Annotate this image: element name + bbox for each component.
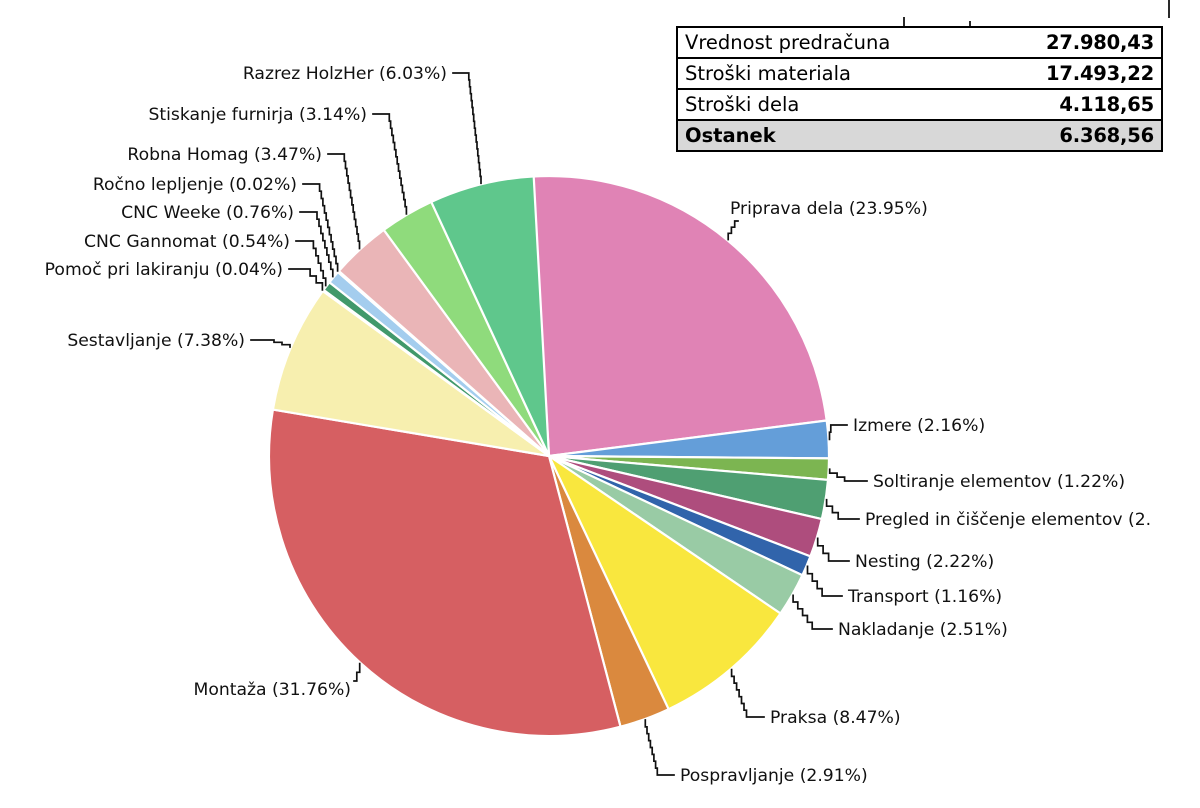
slice-label-nakladanje: Nakladanje (2.51%) (838, 620, 1008, 640)
slice-label-razrez-holzher-6-03: Razrez HolzHer (6.03%) (243, 64, 447, 84)
table-row: Ostanek 6.368,56 (678, 119, 1161, 150)
callout-line-pregled-in-i-enje-elementov (825, 498, 860, 520)
slice-label-pospravljanje: Pospravljanje (2.91%) (680, 766, 868, 786)
slice-label-praksa: Praksa (8.47%) (770, 708, 901, 728)
table-row-value: 17.493,22 (1046, 62, 1154, 85)
slice-label-pregled-in-i-enje-elementov: Pregled in čiščenje elementov (2. (865, 510, 1151, 530)
summary-table: Vrednost predračuna 27.980,43 Stroški mate… (676, 26, 1163, 152)
slice-label-cnc-weeke: CNC Weeke (0.76%) (121, 203, 294, 223)
table-row-label: Vrednost predračuna (685, 31, 891, 54)
slice-label-transport: Transport (1.16%) (847, 587, 1002, 607)
table-row-value: 6.368,56 (1059, 124, 1154, 147)
callout-line-izmere (828, 424, 848, 441)
table-row: Stroški dela 4.118,65 (678, 88, 1161, 119)
callout-line-razrez-holzher-6-03 (452, 72, 482, 185)
callout-line-robna-homag (327, 153, 361, 250)
table-row-label: Ostanek (685, 124, 776, 147)
clipped-row-divider-tick (903, 17, 905, 26)
slice-label-soltiranje-elementov: Soltiranje elementov (1.22%) (873, 472, 1125, 492)
slice-label-stiskanje-furnirja: Stiskanje furnirja (3.14%) (149, 105, 368, 125)
pie-slice-razrez-holzher-6-03 (430, 175, 551, 458)
slice-label-izmere: Izmere (2.16%) (853, 416, 985, 436)
callout-line-praksa (730, 668, 765, 718)
slice-label-sestavljanje: Sestavljanje (7.38%) (67, 331, 245, 351)
table-row-label: Stroški dela (685, 93, 800, 116)
table-row: Vrednost predračuna 27.980,43 (678, 28, 1161, 57)
slice-label-monta-a: Montaža (31.76%) (194, 680, 351, 700)
callout-line-soltiranje-elementov (828, 468, 868, 482)
slice-label-nesting: Nesting (2.22%) (855, 552, 994, 572)
clipped-row-divider-tick (969, 21, 971, 26)
table-row-value: 4.118,65 (1059, 93, 1154, 116)
slice-label-cnc-gannomat: CNC Gannomat (0.54%) (84, 232, 290, 252)
callout-line-cnc-gannomat (295, 240, 327, 287)
callout-line-transport (806, 565, 843, 597)
callout-line-monta-a (353, 662, 361, 682)
slice-label-robna-homag: Robna Homag (3.47%) (127, 145, 322, 165)
table-row-value: 27.980,43 (1046, 31, 1154, 54)
callout-line-stiskanje-furnirja (372, 113, 408, 215)
callout-line-cnc-weeke (299, 211, 334, 278)
callout-line-ro-no-lepljenje (302, 183, 339, 272)
callout-line-priprava-dela (727, 220, 739, 241)
table-row: Stroški materiala 17.493,22 (678, 57, 1161, 88)
slice-label-ro-no-lepljenje: Ročno lepljenje (0.02%) (93, 175, 297, 195)
callout-line-pospravljanje (644, 719, 675, 776)
slice-label-pomo-pri-lakiranju: Pomoč pri lakiranju (0.04%) (45, 260, 283, 280)
slice-label-priprava-dela: Priprava dela (23.95%) (730, 199, 928, 219)
callout-line-nakladanje (792, 594, 833, 630)
callout-line-nesting (816, 537, 850, 562)
table-row-label: Stroški materiala (685, 62, 851, 85)
callout-line-pomo-pri-lakiranju (288, 268, 324, 291)
callout-line-sestavljanje (250, 339, 291, 348)
pie-slice-sestavljanje (271, 289, 551, 458)
clipped-row-border-tick (1168, 0, 1170, 18)
